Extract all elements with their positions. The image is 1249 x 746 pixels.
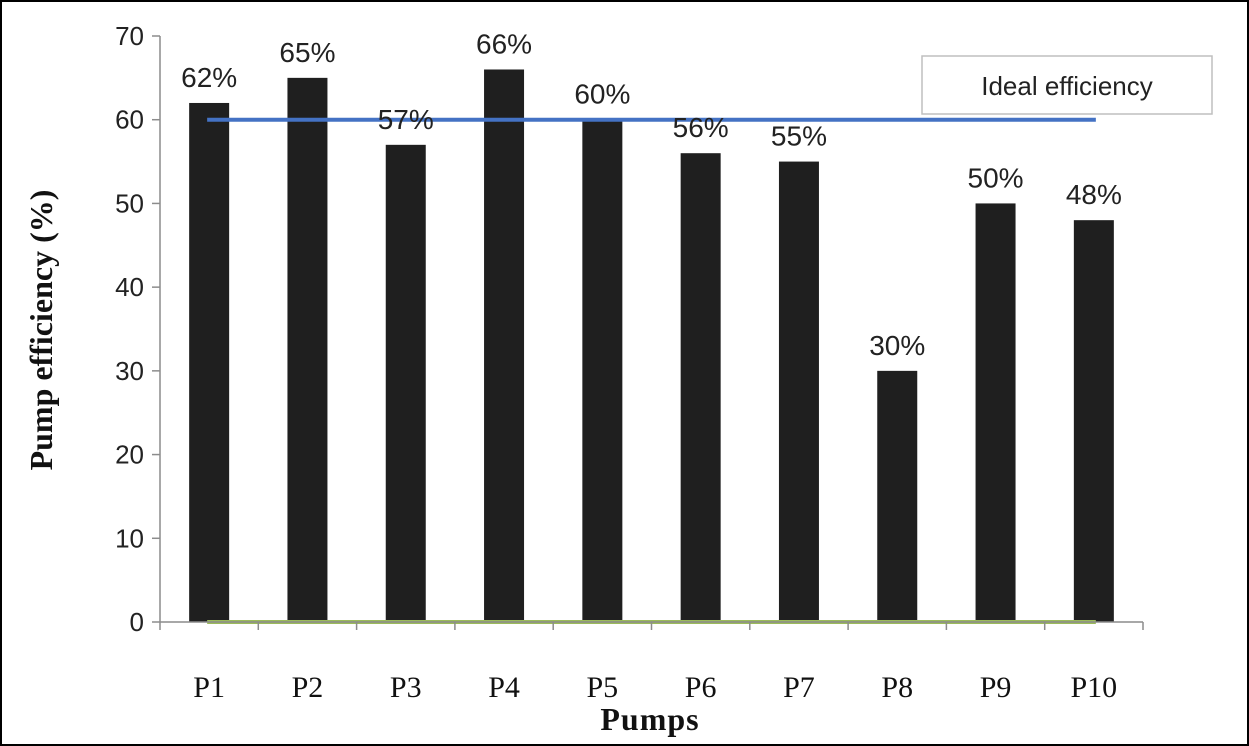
axes [152,35,1144,630]
x-tick-label: P2 [292,671,324,704]
bars [189,69,1114,623]
legend: Ideal efficiency [921,55,1213,115]
bar-p4 [484,69,525,622]
x-axis-ticks: P1 P2 P3 P4 P5 P6 P7 P8 P9 P10 [193,671,1117,704]
bar-p9 [975,203,1016,622]
data-label: 50% [968,162,1024,193]
x-tick-label: P5 [587,671,619,704]
y-tick-label: 60 [115,105,144,135]
data-label: 60% [574,79,630,110]
data-label: 65% [279,37,335,68]
x-tick-label: P4 [488,671,520,704]
bar-p1 [189,102,230,622]
bar-p5 [582,119,623,622]
data-label: 48% [1066,179,1122,210]
bar-p2 [287,77,328,623]
data-label: 55% [771,121,827,152]
data-label: 62% [181,62,237,93]
y-axis-ticks: 0 10 20 30 40 50 60 70 [115,21,144,637]
data-labels: 62% 65% 57% 66% 60% 56% 55% 30% 50% 48% [181,28,1122,360]
x-tick-label: P7 [783,671,815,704]
bar-p8 [877,370,918,622]
y-tick-label: 20 [115,440,144,470]
bar-p6 [680,153,721,622]
data-label: 66% [476,28,532,59]
data-label: 30% [869,330,925,361]
data-label: 57% [378,104,434,135]
reference-lines [207,117,1096,624]
x-tick-label: P10 [1071,671,1118,704]
data-label: 56% [673,112,729,143]
bar-p3 [385,144,426,623]
bar-p10 [1073,220,1114,622]
x-tick-label: P8 [881,671,913,704]
legend-box [921,55,1213,115]
y-tick-label: 70 [115,21,144,51]
x-tick-label: P3 [390,671,422,704]
y-tick-label: 0 [130,607,144,637]
x-axis-title: Pumps [600,701,699,737]
x-tick-label: P9 [980,671,1012,704]
y-tick-label: 30 [115,356,144,386]
x-tick-label: P1 [193,671,225,704]
x-tick-label: P6 [685,671,717,704]
y-axis-title: Pump efficiency (%) [23,190,59,471]
bar-p7 [778,161,819,623]
y-tick-label: 10 [115,523,144,553]
legend-entry-ideal-efficiency: Ideal efficiency [981,71,1153,101]
y-tick-label: 50 [115,188,144,218]
y-tick-label: 40 [115,272,144,302]
